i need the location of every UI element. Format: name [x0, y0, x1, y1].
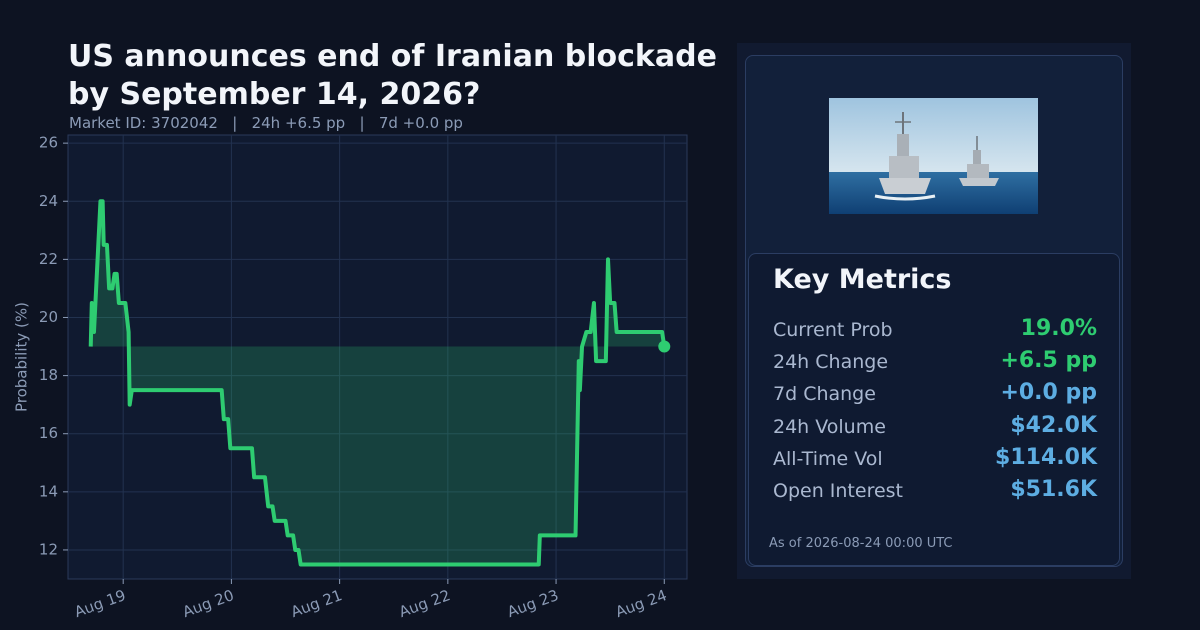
metric-row: Current Prob 19.0%: [773, 315, 1097, 347]
metric-row: 7d Change +0.0 pp: [773, 379, 1097, 411]
metric-label: 7d Change: [773, 383, 876, 406]
y-tick-label: 16: [39, 424, 58, 442]
metric-value: $114.0K: [995, 444, 1097, 470]
metric-row: 24h Volume $42.0K: [773, 412, 1097, 444]
y-tick-label: 22: [39, 250, 58, 268]
y-tick-label: 24: [39, 192, 58, 210]
metric-label: 24h Change: [773, 351, 889, 374]
y-tick-label: 20: [39, 308, 58, 326]
metric-value: +0.0 pp: [1000, 380, 1097, 406]
metric-label: 24h Volume: [773, 415, 886, 438]
metric-value: $42.0K: [1010, 412, 1097, 438]
x-tick-label: Aug 19: [72, 586, 128, 621]
metric-row: 24h Change +6.5 pp: [773, 347, 1097, 379]
as-of: As of 2026-08-24 00:00 UTC: [769, 536, 953, 551]
title: US announces end of Iranian blockade by …: [68, 39, 717, 112]
metric-value: 19.0%: [1020, 316, 1097, 341]
metric-row: Open Interest $51.6K: [773, 476, 1097, 508]
metrics-title: Key Metrics: [773, 264, 952, 295]
x-tick-label: Aug 24: [613, 586, 669, 621]
y-tick-label: 14: [39, 482, 58, 500]
last-point: [658, 340, 671, 353]
metric-row: All-Time Vol $114.0K: [773, 444, 1097, 476]
chart: Probability (%) 12 14 16 18 20 22 24 26 Aug 19 Au…: [13, 134, 688, 621]
y-tick-label: 26: [39, 134, 58, 152]
y-axis-label: Probability (%): [13, 302, 31, 412]
metric-label: Open Interest: [773, 480, 904, 502]
x-tick-label: Aug 23: [505, 586, 561, 621]
x-tick-label: Aug 21: [288, 586, 344, 621]
y-tick-label: 12: [39, 540, 58, 558]
x-tick-label: Aug 22: [397, 586, 453, 621]
metric-value: $51.6K: [1010, 477, 1097, 502]
metrics-card: Key Metrics As of 2026-08-24 00:00 UTC C…: [748, 253, 1120, 566]
side-panel: Key Metrics As of 2026-08-24 00:00 UTC C…: [737, 43, 1131, 579]
metric-value: +6.5 pp: [1000, 348, 1097, 374]
market-card: Key Metrics As of 2026-08-24 00:00 UTC C…: [745, 55, 1123, 567]
area-fill: [90, 201, 665, 565]
line: [88, 199, 667, 567]
subtitle: Market ID: 3702042 | 24h +6.5 pp | 7d +0…: [69, 114, 463, 132]
metric-label: All-Time Vol: [773, 447, 883, 470]
metric-label: Current Prob: [773, 319, 893, 341]
y-tick-label: 18: [39, 366, 58, 384]
x-tick-label: Aug 20: [180, 586, 236, 621]
plot-area: [67, 134, 688, 580]
market-image: [829, 98, 1038, 214]
